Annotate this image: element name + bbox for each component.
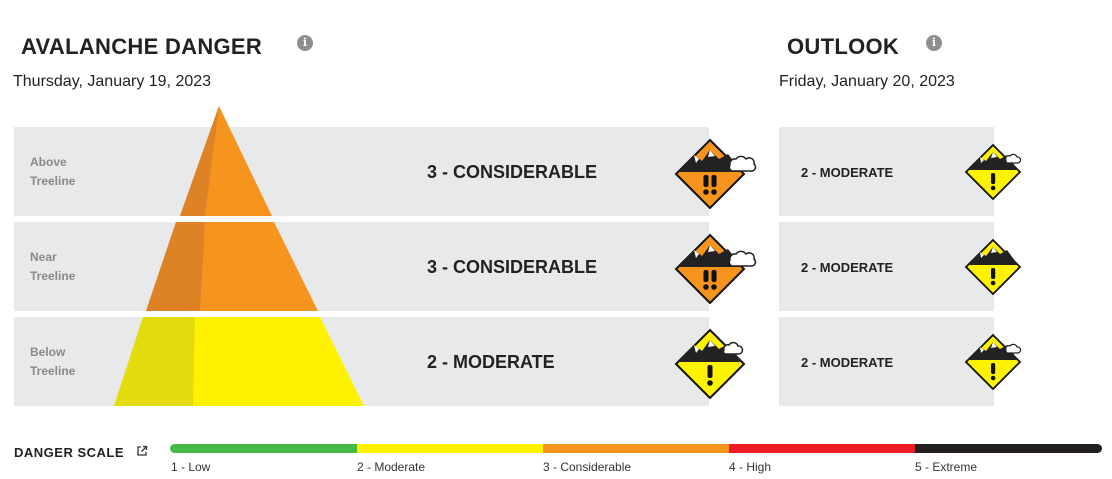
- outlook-band-below-treeline: [779, 317, 994, 406]
- outlook-band-above-treeline: [779, 127, 994, 216]
- band-above-treeline: [14, 127, 709, 216]
- rating-near-treeline: 3 - CONSIDERABLE: [427, 257, 598, 277]
- danger-moderate-icon: [964, 143, 1022, 201]
- outlook-rating-below-treeline: 2 - MODERATE: [801, 355, 894, 370]
- forecast-date: Thursday, January 19, 2023: [13, 73, 212, 90]
- elevation-label-below: Below Treeline: [30, 345, 76, 378]
- scale-label-moderate: 2 - Moderate: [357, 460, 426, 474]
- scale-segment-moderate: [357, 444, 543, 453]
- scale-label-considerable: 3 - Considerable: [543, 460, 632, 474]
- danger-moderate-icon: [964, 333, 1022, 391]
- pyramid-bottom-shade: [114, 317, 195, 406]
- elevation-label-above: Above Treeline: [30, 155, 76, 188]
- external-link-icon[interactable]: [136, 445, 148, 457]
- scale-segment-high: [729, 444, 915, 453]
- elevation-label-near: Near Treeline: [30, 250, 76, 283]
- outlook-rating-above-treeline: 2 - MODERATE: [801, 165, 894, 180]
- outlook-rating-near-treeline: 2 - MODERATE: [801, 260, 894, 275]
- pyramid-top-shade: [180, 106, 219, 216]
- scale-label-high: 4 - High: [729, 460, 772, 474]
- scale-label-extreme: 5 - Extreme: [915, 460, 978, 474]
- danger-scale-title: DANGER SCALE: [14, 445, 125, 460]
- rating-above-treeline: 3 - CONSIDERABLE: [427, 162, 598, 182]
- info-icon[interactable]: i: [297, 35, 313, 51]
- danger-moderate-icon: [674, 328, 746, 399]
- scale-segment-considerable: [543, 444, 729, 453]
- danger-moderate-icon: [964, 238, 1022, 296]
- pyramid-middle-shade: [146, 222, 205, 311]
- band-near-treeline: [14, 222, 709, 311]
- scale-segment-low: [170, 444, 357, 453]
- outlook-info-icon[interactable]: i: [926, 35, 942, 51]
- danger-considerable-icon: [674, 233, 757, 304]
- outlook-title: OUTLOOK: [787, 34, 900, 59]
- rating-below-treeline: 2 - MODERATE: [427, 352, 555, 372]
- elevation-pyramid: [114, 106, 364, 406]
- outlook-date: Friday, January 20, 2023: [779, 73, 955, 90]
- avalanche-danger-title: AVALANCHE DANGER: [21, 34, 263, 59]
- outlook-band-near-treeline: [779, 222, 994, 311]
- scale-label-low: 1 - Low: [171, 460, 211, 474]
- danger-considerable-icon: [674, 138, 757, 209]
- scale-segment-extreme: [915, 444, 1102, 453]
